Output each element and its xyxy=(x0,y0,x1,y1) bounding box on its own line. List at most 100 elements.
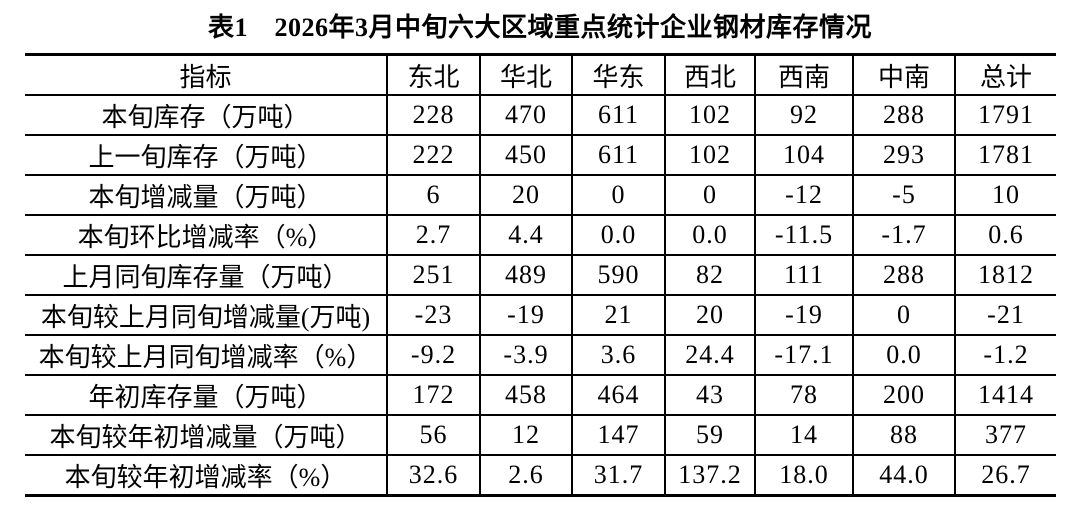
value-cell: -1.7 xyxy=(852,214,956,256)
value-cell: 0.6 xyxy=(954,214,1056,256)
value-cell: 288 xyxy=(852,94,956,136)
value-cell: 111 xyxy=(754,254,854,296)
header-cell-region: 华北 xyxy=(479,53,573,96)
value-cell: 0 xyxy=(664,174,756,216)
header-row: 指标 东北 华北 华东 西北 西南 中南 总计 xyxy=(25,53,1056,96)
value-cell: 92 xyxy=(754,94,854,136)
value-cell: 0 xyxy=(571,174,666,216)
value-cell: -11.5 xyxy=(754,214,854,256)
row-label-cell: 本旬较年初增减量（万吨） xyxy=(25,414,388,456)
value-cell: 222 xyxy=(386,134,481,176)
value-cell: 489 xyxy=(479,254,573,296)
value-cell: 0 xyxy=(852,294,956,336)
table-title: 表1 2026年3月中旬六大区域重点统计企业钢材库存情况 xyxy=(207,13,872,42)
value-cell: 1414 xyxy=(954,374,1056,416)
row-label-cell: 本旬环比增减率（%） xyxy=(25,214,388,256)
value-cell: 377 xyxy=(954,414,1056,456)
value-cell: 102 xyxy=(664,134,756,176)
row-label-cell: 本旬较年初增减率（%） xyxy=(25,454,388,497)
value-cell: 590 xyxy=(571,254,666,296)
value-cell: 82 xyxy=(664,254,756,296)
row-label-cell: 上一旬库存（万吨） xyxy=(25,134,388,176)
value-cell: 20 xyxy=(479,174,573,216)
table-row: 本旬库存（万吨） 228 470 611 102 92 288 1791 xyxy=(25,94,1056,136)
table-header: 指标 东北 华北 华东 西北 西南 中南 总计 xyxy=(25,53,1056,96)
header-cell-region: 西北 xyxy=(664,53,756,96)
value-cell: 43 xyxy=(664,374,756,416)
value-cell: -23 xyxy=(386,294,481,336)
value-cell: -9.2 xyxy=(386,334,481,376)
value-cell: 288 xyxy=(852,254,956,296)
value-cell: -19 xyxy=(754,294,854,336)
value-cell: 78 xyxy=(754,374,854,416)
value-cell: 3.6 xyxy=(571,334,666,376)
table-row: 本旬较上月同旬增减率（%） -9.2 -3.9 3.6 24.4 -17.1 0.0 -1.2 xyxy=(25,334,1056,376)
steel-inventory-table: 指标 东北 华北 华东 西北 西南 中南 总计 本旬库存（万吨） 228 470 611 102 92 2… xyxy=(25,53,1056,497)
value-cell: 88 xyxy=(852,414,956,456)
document-page: 表1 2026年3月中旬六大区域重点统计企业钢材库存情况 指标 东北 华北 华东 西北西… xyxy=(0,10,1080,522)
row-label-cell: 年初库存量（万吨） xyxy=(25,374,388,416)
value-cell: 1791 xyxy=(954,94,1056,136)
value-cell: 251 xyxy=(386,254,481,296)
value-cell: 6 xyxy=(386,174,481,216)
value-cell: -3.9 xyxy=(479,334,573,376)
header-cell-region: 总计 xyxy=(954,53,1056,96)
value-cell: 12 xyxy=(479,414,573,456)
value-cell: 18.0 xyxy=(754,454,854,497)
header-cell-region: 华东 xyxy=(571,53,666,96)
value-cell: -1.2 xyxy=(954,334,1056,376)
value-cell: 44.0 xyxy=(852,454,956,497)
value-cell: 611 xyxy=(571,134,666,176)
value-cell: 21 xyxy=(571,294,666,336)
value-cell: 4.4 xyxy=(479,214,573,256)
header-cell-region: 东北 xyxy=(386,53,481,96)
value-cell: 24.4 xyxy=(664,334,756,376)
row-label-cell: 本旬增减量（万吨） xyxy=(25,174,388,216)
value-cell: 458 xyxy=(479,374,573,416)
table-row: 上月同旬库存量（万吨） 251 489 590 82 111 288 1812 xyxy=(25,254,1056,296)
row-label-cell: 本旬较上月同旬增减量(万吨) xyxy=(25,294,388,336)
value-cell: 104 xyxy=(754,134,854,176)
value-cell: -17.1 xyxy=(754,334,854,376)
value-cell: 611 xyxy=(571,94,666,136)
table-row: 本旬较年初增减量（万吨） 56 12 147 59 14 88 377 xyxy=(25,414,1056,456)
value-cell: -21 xyxy=(954,294,1056,336)
value-cell: 0.0 xyxy=(664,214,756,256)
value-cell: 450 xyxy=(479,134,573,176)
table-row: 本旬增减量（万吨） 6 20 0 0 -12 -5 10 xyxy=(25,174,1056,216)
value-cell: 2.6 xyxy=(479,454,573,497)
value-cell: 200 xyxy=(852,374,956,416)
value-cell: 32.6 xyxy=(386,454,481,497)
header-cell-region: 中南 xyxy=(852,53,956,96)
row-label-cell: 上月同旬库存量（万吨） xyxy=(25,254,388,296)
value-cell: 464 xyxy=(571,374,666,416)
value-cell: 228 xyxy=(386,94,481,136)
header-cell-indicator: 指标 xyxy=(25,53,388,96)
value-cell: -12 xyxy=(754,174,854,216)
header-cell-region: 西南 xyxy=(754,53,854,96)
table-row: 上一旬库存（万吨） 222 450 611 102 104 293 1781 xyxy=(25,134,1056,176)
row-label-cell: 本旬库存（万吨） xyxy=(25,94,388,136)
value-cell: 59 xyxy=(664,414,756,456)
value-cell: 1812 xyxy=(954,254,1056,296)
value-cell: 1781 xyxy=(954,134,1056,176)
value-cell: 147 xyxy=(571,414,666,456)
value-cell: 14 xyxy=(754,414,854,456)
value-cell: 172 xyxy=(386,374,481,416)
value-cell: 470 xyxy=(479,94,573,136)
value-cell: 2.7 xyxy=(386,214,481,256)
value-cell: 0.0 xyxy=(571,214,666,256)
value-cell: -19 xyxy=(479,294,573,336)
value-cell: 31.7 xyxy=(571,454,666,497)
value-cell: 20 xyxy=(664,294,756,336)
table-row: 本旬环比增减率（%） 2.7 4.4 0.0 0.0 -11.5 -1.7 0.6 xyxy=(25,214,1056,256)
table-row: 本旬较上月同旬增减量(万吨) -23 -19 21 20 -19 0 -21 xyxy=(25,294,1056,336)
table-row: 本旬较年初增减率（%） 32.6 2.6 31.7 137.2 18.0 44.0 26.7 xyxy=(25,454,1056,497)
row-label-cell: 本旬较上月同旬增减率（%） xyxy=(25,334,388,376)
value-cell: 293 xyxy=(852,134,956,176)
table-row: 年初库存量（万吨） 172 458 464 43 78 200 1414 xyxy=(25,374,1056,416)
value-cell: 26.7 xyxy=(954,454,1056,497)
value-cell: 0.0 xyxy=(852,334,956,376)
value-cell: 10 xyxy=(954,174,1056,216)
value-cell: -5 xyxy=(852,174,956,216)
